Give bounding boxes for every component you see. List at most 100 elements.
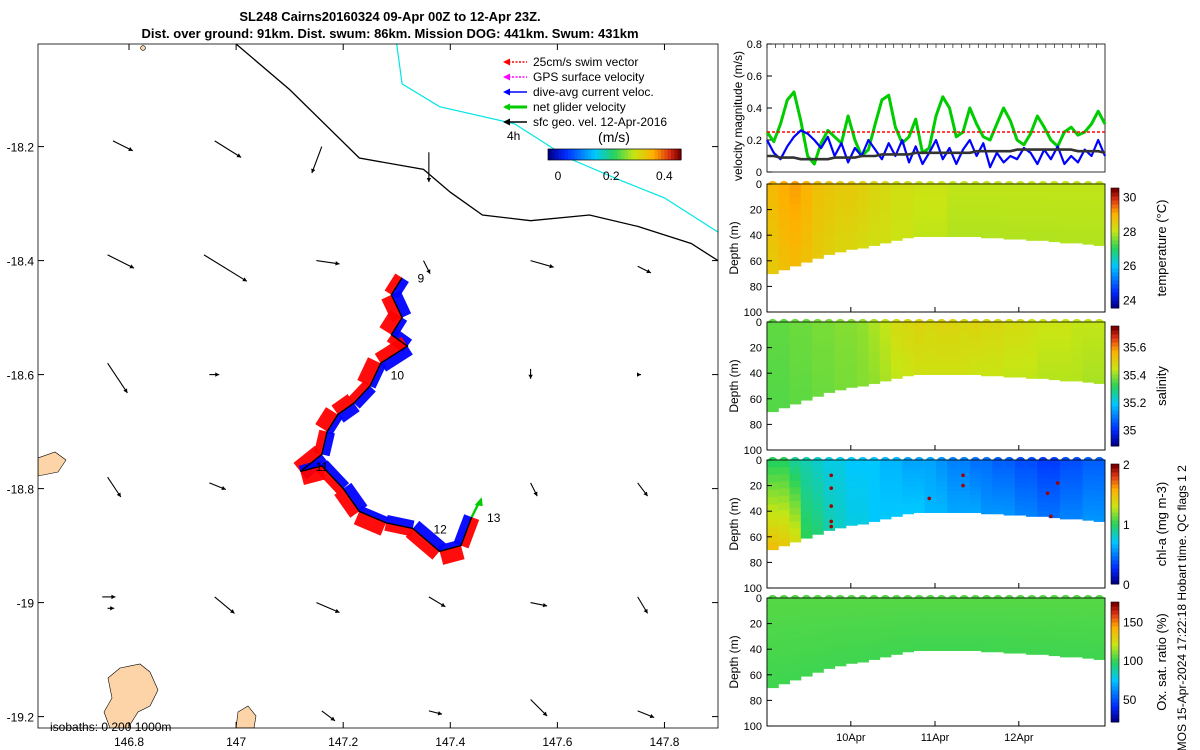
section-cell	[778, 212, 791, 221]
section-cell	[834, 499, 847, 506]
section-cell	[857, 497, 869, 504]
colorbar-tick-label: 0.4	[656, 169, 673, 183]
section-cell	[800, 190, 813, 198]
section-colorbar-cell	[1111, 654, 1119, 659]
section-cell	[879, 607, 892, 614]
section-cell	[778, 626, 791, 635]
section-surface-dot	[1060, 318, 1071, 330]
section-cell	[890, 612, 903, 618]
colorbar-cell	[567, 149, 572, 160]
section-cell	[1026, 511, 1038, 517]
section-cell	[958, 619, 971, 625]
chl-speckle	[961, 483, 965, 488]
geo-arrow-head	[110, 606, 115, 611]
section-cell	[1014, 358, 1027, 364]
section-cell	[902, 491, 914, 497]
section-cell	[936, 205, 948, 211]
section-cell	[924, 646, 937, 651]
section-cell	[789, 197, 802, 205]
section-colorbar-cell	[1111, 192, 1119, 197]
colorbar-cell	[631, 149, 636, 160]
section-cell	[778, 329, 791, 337]
section-cell	[834, 648, 847, 656]
section-cell	[902, 201, 914, 207]
section-cell	[879, 193, 892, 200]
geo-arrow-head	[643, 491, 648, 497]
section-cell	[924, 508, 937, 513]
section-cell	[823, 662, 836, 669]
section-colorbar-cell	[1111, 718, 1119, 723]
section-colorbar-cell	[1111, 528, 1119, 533]
section-cell	[1071, 188, 1083, 195]
section-cell	[834, 643, 847, 650]
map-ytick-label: -18.2	[7, 141, 35, 155]
section-cell	[902, 362, 914, 368]
section-colorbar-frame	[1110, 325, 1120, 447]
section-cell	[868, 240, 881, 246]
section-cell	[936, 214, 948, 220]
section-cell	[868, 511, 881, 517]
section-cell	[981, 348, 993, 354]
section-cell	[890, 483, 903, 489]
section-cell	[936, 499, 948, 505]
section-cell	[1093, 204, 1106, 211]
geo-velocity-arrow	[321, 710, 336, 722]
section-cell	[1026, 644, 1038, 651]
section-cell	[1026, 492, 1038, 499]
section-cell	[1037, 235, 1050, 241]
section-cell	[834, 609, 847, 616]
section-cell	[1071, 218, 1083, 224]
section-cell	[834, 631, 847, 639]
section-cell	[800, 492, 813, 500]
section-cell	[800, 505, 813, 513]
section-cell	[845, 216, 858, 223]
colorbar-cell	[614, 149, 619, 160]
section-cell	[992, 192, 1005, 198]
section-surface-dot	[880, 180, 891, 192]
section-cell	[924, 365, 937, 371]
section-cell	[1071, 632, 1083, 638]
section-cell	[958, 637, 971, 643]
section-cell	[1071, 228, 1083, 234]
section-colorbar-cell	[1111, 508, 1119, 513]
section-cell	[981, 620, 993, 626]
section-cell	[1059, 371, 1072, 377]
section-cell	[1059, 647, 1072, 653]
section-cell	[845, 365, 858, 372]
section-cell	[800, 335, 813, 343]
section-cell	[1037, 216, 1050, 223]
section-surface-dot	[1004, 456, 1015, 468]
section-cell	[1026, 340, 1038, 346]
section-cell	[902, 486, 914, 492]
section-cell	[800, 348, 813, 356]
section-cell	[958, 214, 971, 220]
colorbar-cell	[641, 149, 646, 160]
section-cell	[947, 339, 960, 345]
section-cell	[1071, 637, 1083, 643]
section-cell	[1082, 224, 1095, 230]
section-cell	[1093, 485, 1106, 492]
section-cell	[834, 355, 847, 363]
section-cell	[857, 656, 869, 663]
section-cell	[879, 331, 892, 338]
section-surface-dot	[880, 318, 891, 330]
section-cell	[969, 611, 982, 616]
section-cell	[845, 519, 858, 526]
section-cell	[1093, 475, 1106, 481]
section-cell	[1048, 222, 1061, 228]
section-cell	[1014, 482, 1027, 489]
section-cell	[1071, 198, 1083, 205]
section-surface-dot	[913, 594, 925, 606]
section-cell	[800, 236, 813, 244]
section-cell	[1071, 375, 1083, 382]
section-cell	[958, 370, 971, 375]
section-cell	[879, 361, 892, 367]
section-ytick-label: 80	[750, 695, 762, 707]
colorbar-cell	[577, 149, 582, 160]
velocity-series-mean	[767, 148, 1106, 161]
section-cell	[936, 486, 948, 492]
section-cell	[913, 348, 926, 354]
section-surface-dot	[981, 318, 992, 330]
section-cell	[902, 509, 914, 515]
section-cell	[1048, 331, 1061, 337]
